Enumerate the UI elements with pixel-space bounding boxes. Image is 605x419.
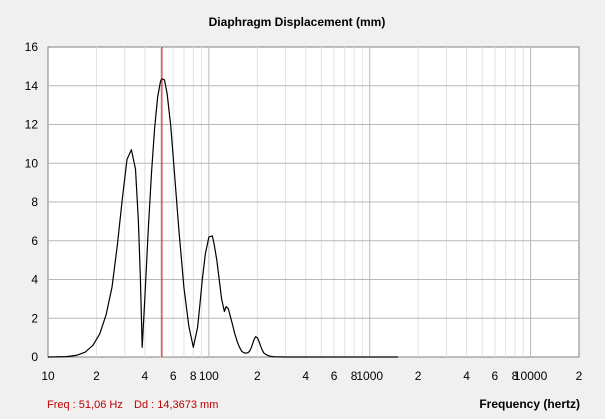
x-tick-label: 100	[199, 369, 219, 383]
y-tick-label: 10	[25, 156, 39, 170]
y-tick-label: 0	[31, 350, 38, 364]
x-tick-label: 2	[93, 369, 100, 383]
x-tick-label: 8	[190, 369, 197, 383]
displacement-readout: Dd : 14,3673 mm	[134, 399, 218, 411]
displacement-curve	[47, 77, 398, 358]
chart-title: Diaphragm Displacement (mm)	[209, 15, 386, 29]
x-tick-label: 4	[302, 369, 309, 383]
x-tick-label: 8	[512, 369, 519, 383]
x-tick-label: 8	[351, 369, 358, 383]
y-tick-label: 14	[25, 79, 39, 93]
x-tick-label: 2	[415, 369, 422, 383]
x-axis-label: Frequency (hertz)	[479, 397, 580, 411]
x-tick-label: 6	[492, 369, 499, 383]
x-tick-label: 6	[331, 369, 338, 383]
y-tick-labels: 0 2 4 6 8 10 12 14 16	[25, 40, 39, 364]
y-tick-label: 12	[25, 118, 39, 132]
x-tick-label: 1000	[356, 369, 383, 383]
grid	[48, 47, 579, 357]
curve-layer	[47, 77, 398, 358]
x-tick-label: 2	[576, 369, 583, 383]
y-tick-label: 16	[25, 40, 39, 54]
x-tick-label: 4	[142, 369, 149, 383]
y-tick-label: 6	[31, 234, 38, 248]
x-tick-label: 6	[170, 369, 177, 383]
x-tick-label: 10	[41, 369, 55, 383]
x-tick-label: 4	[463, 369, 470, 383]
x-tick-label: 2	[254, 369, 261, 383]
y-tick-label: 8	[31, 195, 38, 209]
y-tick-label: 4	[31, 273, 38, 287]
freq-readout: Freq : 51,06 Hz	[47, 399, 123, 411]
y-tick-label: 2	[31, 311, 38, 325]
x-tick-label: 10000	[514, 369, 548, 383]
